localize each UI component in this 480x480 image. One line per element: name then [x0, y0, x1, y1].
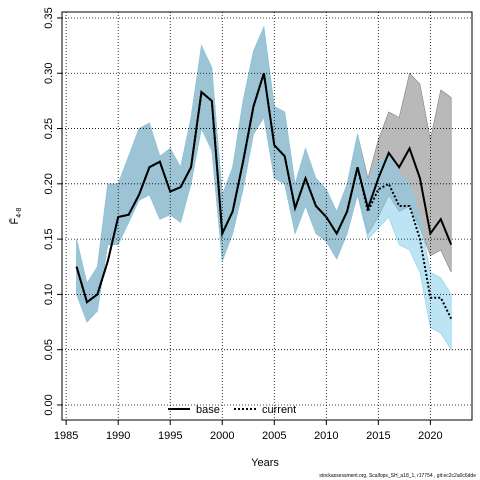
confidence-band — [76, 25, 452, 351]
x-tick-label: 1990 — [106, 430, 130, 442]
y-label-main: F̄ — [8, 217, 21, 224]
series-line — [75, 72, 453, 304]
y-axis-label: F̄4-8 — [8, 207, 23, 224]
y-label-sub: 4-8 — [16, 207, 23, 217]
y-tick-label: 0.15 — [43, 228, 55, 249]
y-tick-label: 0.00 — [43, 394, 55, 415]
y-tick-label: 0.05 — [43, 339, 55, 360]
y-tick-label: 0.20 — [43, 173, 55, 194]
footer: stockassessment.org, Scallops_SH_a18_1, … — [319, 473, 476, 479]
y-tick-label: 0.35 — [43, 7, 55, 28]
x-tick-label: 2010 — [314, 430, 338, 442]
x-tick-label: 2005 — [262, 430, 286, 442]
x-axis-label: Years — [251, 457, 279, 469]
x-tick-label: 2015 — [366, 430, 390, 442]
y-tick-label: 0.30 — [43, 63, 55, 84]
legend-label: base — [196, 404, 220, 416]
x-tick-label: 1985 — [54, 430, 78, 442]
x-tick-label: 1995 — [158, 430, 182, 442]
plot-frame — [61, 11, 473, 421]
legend-label: current — [262, 404, 296, 416]
x-tick-label: 2000 — [210, 430, 234, 442]
legend: base current — [168, 404, 296, 416]
x-tick-label: 2020 — [418, 430, 442, 442]
y-tick-label: 0.10 — [43, 284, 55, 305]
y-tick-label: 0.25 — [43, 118, 55, 139]
